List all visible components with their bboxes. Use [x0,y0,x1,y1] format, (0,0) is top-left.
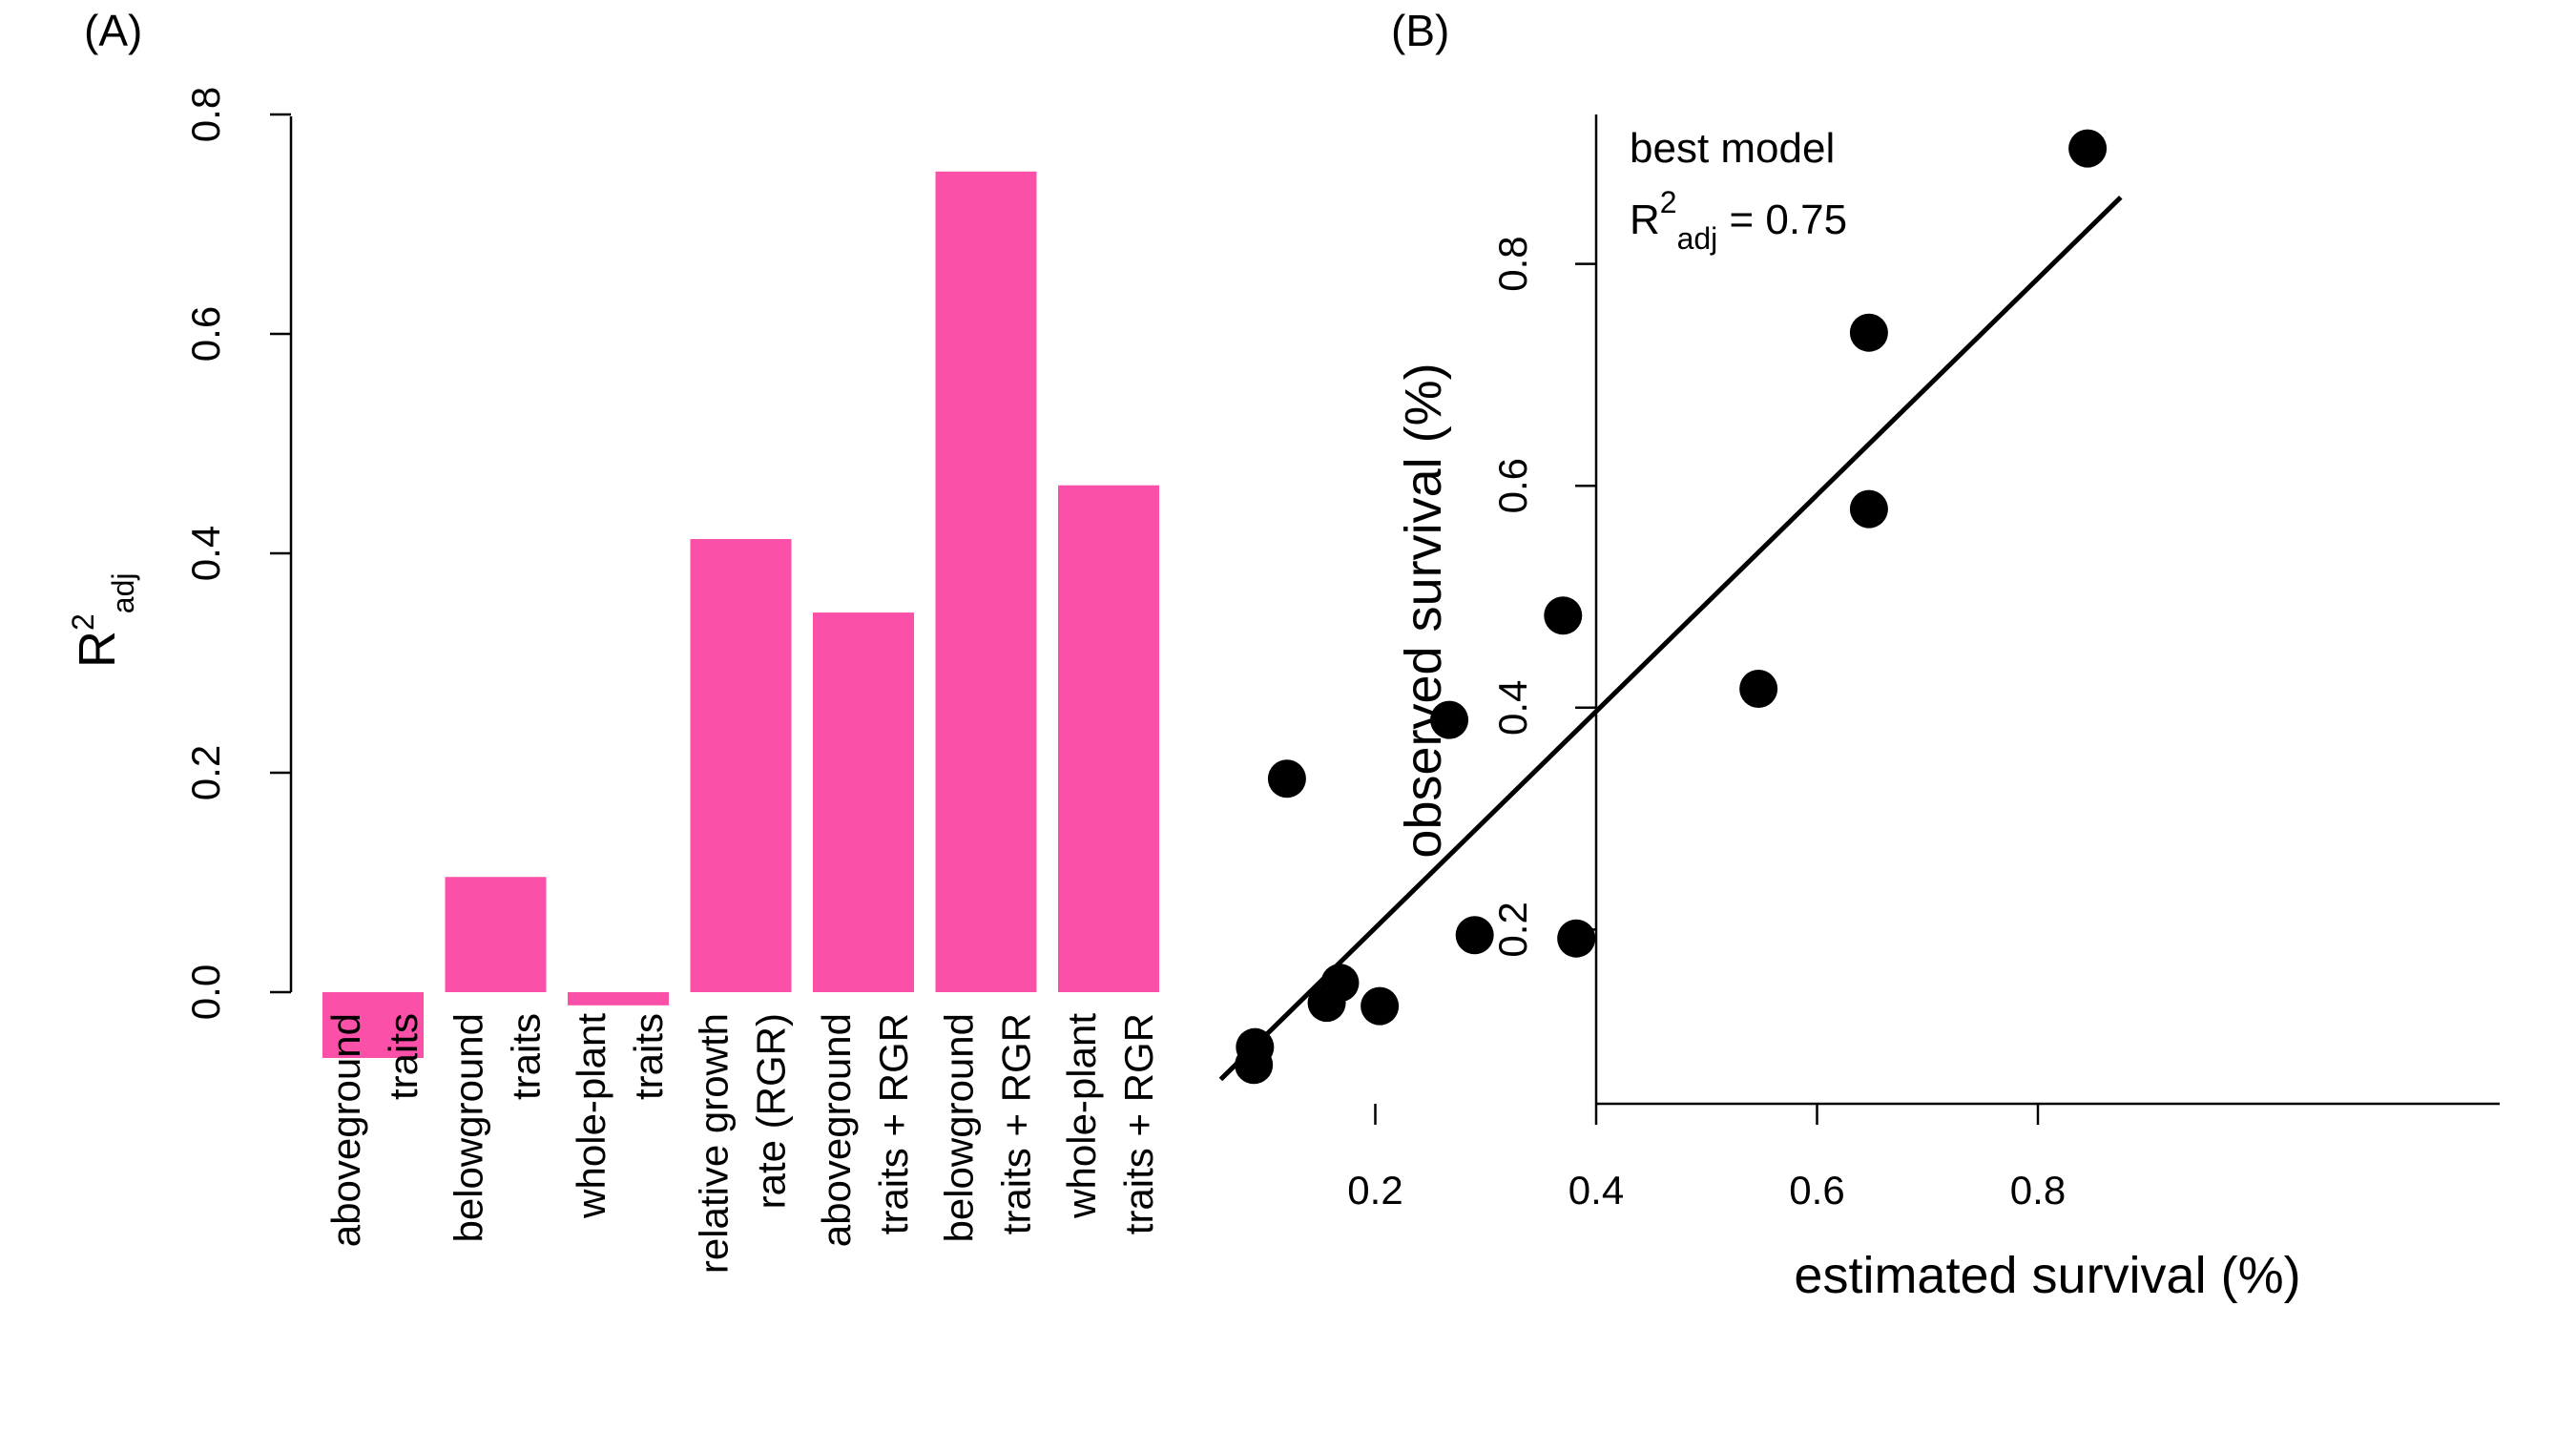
category-label-line: belowground [447,1013,491,1243]
y-tick-label: 0.4 [183,526,228,581]
category-label-line: traits [504,1013,549,1100]
category-label: whole-plant traits [569,1013,671,1219]
scatter-point [1557,919,1596,958]
x-tick-label: 0.2 [1347,1168,1402,1213]
bar [813,612,914,992]
bar [445,877,547,992]
panel-a-label: (A) [84,6,142,55]
scatter-point [1267,759,1306,798]
scatter-point [1236,1027,1275,1067]
category-label-line: traits + RGR [1116,1013,1161,1234]
x-tick-label: 0.6 [1789,1168,1844,1213]
x-axis-ticks: 0.2 0.4 0.6 0.8 [1347,1104,2066,1213]
x-tick-label: 0.8 [2010,1168,2066,1213]
category-label-line: traits + RGR [871,1013,916,1234]
y-tick-label: 0.2 [183,745,228,800]
y-tick-label: 0.6 [1490,458,1535,513]
category-label: belowground traits [447,1013,549,1243]
regression-line [1218,196,2123,1082]
category-label: belowground traits + RGR [937,1013,1039,1243]
bar [935,171,1037,993]
category-label-line: whole-plant [1059,1013,1104,1219]
category-label: relative growth rate (RGR) [692,1013,794,1274]
scatter-point [1320,964,1360,1003]
x-category-labels: aboveground traits belowground traits whole-… [323,1013,1161,1274]
y-tick-label: 0.8 [1490,236,1535,291]
category-label-line: relative growth [692,1013,737,1274]
y-axis-title: observed survival (%) [1395,363,1452,858]
x-tick-label: 0.4 [1568,1168,1624,1213]
y-tick-label: 0.6 [183,306,228,362]
panel-b-label: (B) [1391,6,1449,55]
y-tick-label: 0.0 [183,964,228,1020]
bar [322,992,424,1058]
y-tick-label: 0.4 [1490,680,1535,736]
scatter-points [1235,129,2108,1085]
category-label: aboveground traits [323,1013,426,1247]
scatter-point [1544,596,1583,635]
category-label-line: aboveground [814,1013,859,1247]
bar [690,539,792,992]
x-axis-title: estimated survival (%) [1794,1247,2300,1304]
category-label-line: traits [381,1013,426,1100]
y-tick-label: 0.8 [183,87,228,142]
annotation-r2-value: R2adj = 0.75 [1630,185,1847,256]
scatter-point [2068,129,2108,168]
scatter-point [1849,313,1888,352]
scatter-point [1361,986,1400,1026]
y-tick-label: 0.2 [1490,902,1535,957]
scatter-point [1430,700,1469,739]
y-axis-title: R2adj [66,573,140,669]
bar [1058,485,1159,992]
category-label-line: rate (RGR) [749,1013,794,1209]
annotation-best-model: best model [1630,125,1835,172]
scatter-point [1849,489,1888,529]
y-axis-ticks: 0.2 0.4 0.6 0.8 [1490,236,1596,958]
scatter-point [1739,670,1778,709]
category-label: aboveground traits + RGR [814,1013,916,1247]
category-label-line: belowground [937,1013,982,1243]
category-label-line: aboveground [323,1013,368,1247]
category-label-line: traits + RGR [994,1013,1039,1234]
bar [568,992,669,1006]
y-axis-ticks: 0.0 0.2 0.4 0.6 0.8 [183,87,291,1020]
bar-group [322,171,1159,1058]
category-label-line: whole-plant [569,1013,613,1219]
panel-a-bar-chart: (A) 0.00.20.40.60.8 aboveground traits bel… [66,6,1161,1274]
scatter-point [1455,916,1494,955]
category-label: whole-plant traits + RGR [1059,1013,1161,1235]
panel-b-scatter-plot: (B) 0.2 0.4 0.6 0.8 0.2 0.4 0.6 0.8 best model… [1218,6,2500,1304]
category-label-line: traits [626,1013,671,1100]
